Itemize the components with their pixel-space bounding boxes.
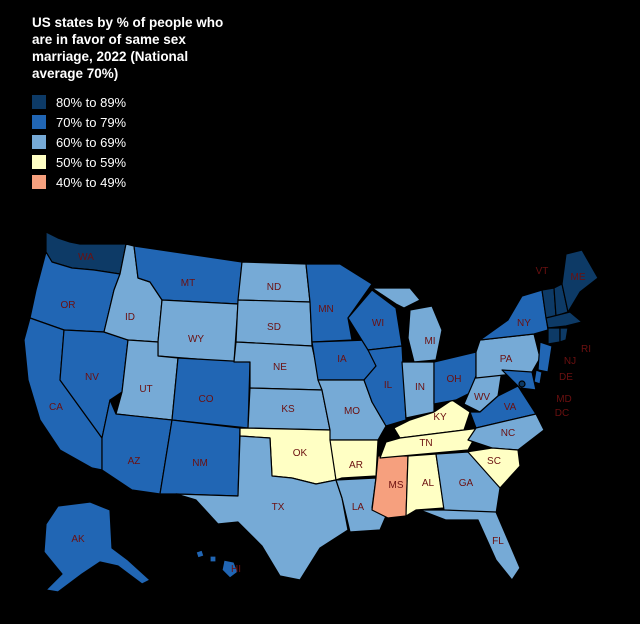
legend-swatch	[32, 175, 46, 189]
label-wi: WI	[372, 318, 384, 329]
label-me: ME	[571, 272, 586, 283]
legend-label: 60% to 69%	[56, 134, 127, 150]
state-ga	[435, 451, 501, 515]
label-va: VA	[504, 402, 517, 413]
label-nj: NJ	[564, 356, 576, 367]
legend: 80% to 89% 70% to 79% 60% to 69% 50% to …	[32, 92, 126, 192]
label-la: LA	[352, 502, 365, 513]
label-il: IL	[384, 380, 393, 391]
state-labels: WA OR CA NV ID MT WY UT AZ CO NM ND SD N…	[49, 252, 591, 575]
label-dc: DC	[555, 408, 569, 419]
label-ia: IA	[337, 354, 347, 365]
legend-label: 80% to 89%	[56, 94, 127, 110]
label-vt: VT	[536, 266, 549, 277]
state-ny	[479, 289, 549, 341]
label-hi: HI	[231, 564, 241, 575]
label-mi: MI	[424, 336, 435, 347]
label-de: DE	[559, 372, 573, 383]
state-fl	[419, 509, 521, 581]
state-oh	[433, 351, 477, 405]
label-ky: KY	[433, 412, 447, 423]
label-sd: SD	[267, 322, 281, 333]
label-ga: GA	[459, 478, 474, 489]
label-az: AZ	[128, 456, 141, 467]
legend-item-50-59: 50% to 59%	[32, 152, 126, 172]
label-nv: NV	[85, 372, 99, 383]
state-il	[363, 345, 407, 427]
legend-item-70-79: 70% to 79%	[32, 112, 126, 132]
state-tx	[175, 435, 349, 581]
state-wi	[347, 289, 403, 351]
map-title: US states by % of people who are in favo…	[32, 15, 224, 81]
label-pa: PA	[500, 354, 513, 365]
state-al	[405, 453, 445, 517]
state-ri	[559, 327, 569, 343]
state-ct	[547, 327, 561, 345]
legend-item-60-69: 60% to 69%	[32, 132, 126, 152]
label-ms: MS	[389, 480, 404, 491]
legend-label: 70% to 79%	[56, 114, 127, 130]
label-fl: FL	[492, 536, 504, 547]
legend-label: 50% to 59%	[56, 154, 127, 170]
label-wy: WY	[188, 334, 204, 345]
label-in: IN	[415, 382, 425, 393]
label-nm: NM	[192, 458, 208, 469]
label-mn: MN	[318, 304, 334, 315]
label-oh: OH	[447, 374, 462, 385]
label-ut: UT	[139, 384, 152, 395]
label-ri: RI	[581, 344, 591, 355]
state-wy	[157, 299, 239, 363]
label-tn: TN	[419, 438, 432, 449]
label-wa: WA	[78, 252, 94, 263]
state-co	[171, 357, 251, 429]
label-ak: AK	[71, 534, 85, 545]
label-ca: CA	[49, 402, 63, 413]
label-ar: AR	[349, 460, 363, 471]
label-nc: NC	[501, 428, 515, 439]
legend-label: 40% to 49%	[56, 174, 127, 190]
state-md	[501, 369, 537, 391]
state-ak	[43, 501, 151, 593]
state-nj	[537, 341, 553, 373]
legend-swatch	[32, 115, 46, 129]
label-ks: KS	[281, 404, 295, 415]
label-id: ID	[125, 312, 135, 323]
label-nd: ND	[267, 282, 281, 293]
label-ny: NY	[517, 318, 531, 329]
state-mi	[407, 305, 443, 363]
label-wv: WV	[474, 392, 490, 403]
state-dc	[518, 380, 526, 388]
label-al: AL	[422, 478, 435, 489]
label-mt: MT	[181, 278, 195, 289]
legend-swatch	[32, 135, 46, 149]
state-mn	[305, 263, 373, 343]
label-or: OR	[61, 300, 76, 311]
state-de	[533, 369, 543, 385]
label-ok: OK	[293, 448, 308, 459]
label-sc: SC	[487, 456, 501, 467]
state-ma	[545, 311, 583, 329]
legend-item-40-49: 40% to 49%	[32, 172, 126, 192]
state-ar	[329, 439, 379, 481]
legend-item-80-89: 80% to 89%	[32, 92, 126, 112]
label-ne: NE	[273, 362, 287, 373]
label-tx: TX	[272, 502, 285, 513]
label-md: MD	[556, 394, 572, 405]
label-co: CO	[199, 394, 214, 405]
legend-swatch	[32, 155, 46, 169]
state-hi	[195, 549, 239, 579]
legend-swatch	[32, 95, 46, 109]
label-mo: MO	[344, 406, 360, 417]
state-mi-upper	[371, 287, 421, 309]
